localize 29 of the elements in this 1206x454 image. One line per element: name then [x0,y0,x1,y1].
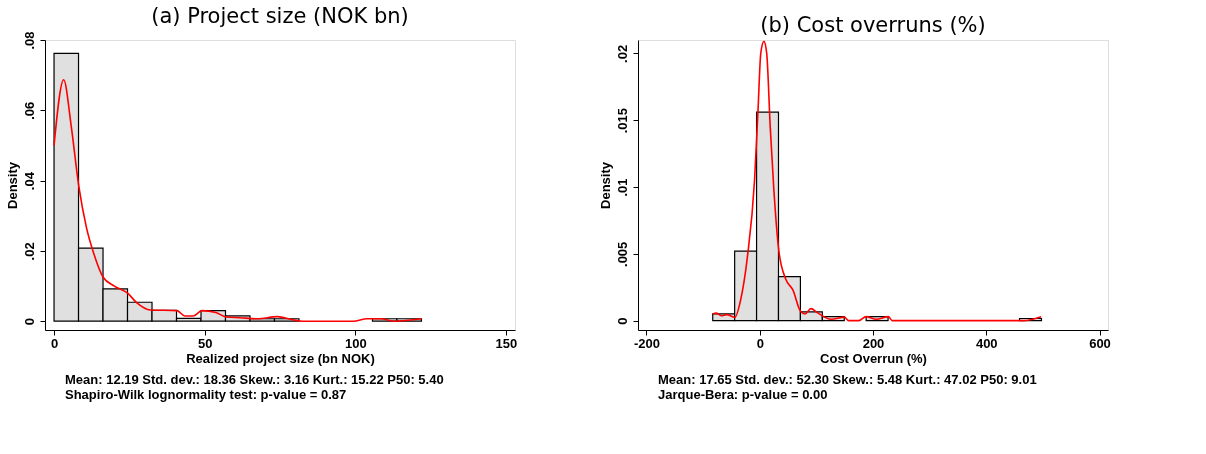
y-tick-label: .015 [614,108,630,134]
text: Shapiro-Wilk lognormality test: p-value = 0.87 [65,387,347,402]
x-tick-label: -200 [633,335,661,351]
x-tick-label: 200 [862,335,885,351]
y-axis-title: Density [4,161,20,209]
x-tick-label: 0 [756,335,764,351]
y-tick-label: 0 [614,317,630,325]
x-tick-label: 400 [975,335,998,351]
x-tick-label: 0 [50,335,59,351]
text: Mean: 12.19 Std. dev.: 18.36 Skew.: 3.16 Kurt.: 15.22 P50: 5.40 [65,372,444,387]
y-tick-label: .02 [614,44,630,63]
y-axis-title: Density [597,161,613,209]
x-tick-label: 100 [344,335,367,351]
y-tick-label: .005 [614,241,630,267]
y-tick-label: .01 [614,178,630,197]
x-tick-label: 150 [495,335,518,351]
y-tick-label: .08 [21,31,37,50]
text: Jarque-Bera: p-value = 0.00 [658,387,828,402]
text: Mean: 17.65 Std. dev.: 52.30 Skew.: 5.48 Kurt.: 47.02 P50: 9.01 [658,372,1037,387]
y-tick-label: .06 [21,101,37,120]
x-axis-title: Cost Overrun (%) [820,350,927,366]
y-tick-label: 0 [21,318,37,326]
y-tick-label: .04 [21,171,37,191]
x-tick-label: 600 [1089,335,1111,351]
x-tick-label: 50 [197,335,213,351]
chart-title: (b) Cost overruns (%) [760,13,986,37]
chart-title: (a) Project size (NOK bn) [151,3,409,28]
x-axis-title: Realized project size (bn NOK) [186,350,375,366]
y-tick-label: .02 [21,242,37,261]
